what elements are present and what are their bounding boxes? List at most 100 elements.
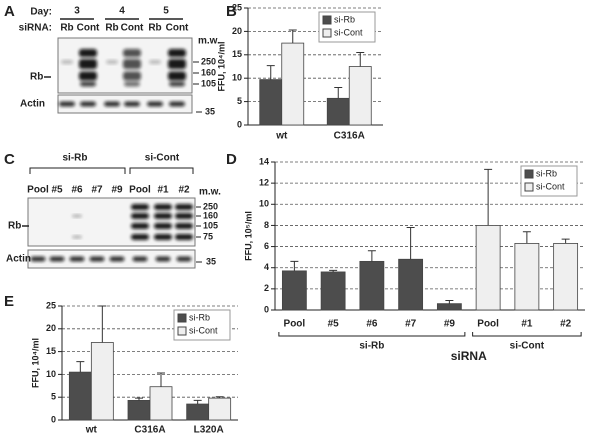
panel-label: D — [226, 151, 237, 168]
bar — [127, 399, 151, 421]
error-bar — [288, 29, 297, 44]
blot-band — [154, 213, 172, 219]
y-axis-label: FFU, 10⁵/ml — [243, 211, 253, 261]
lane-label: Cont — [77, 23, 100, 34]
mw: 35 — [205, 106, 215, 116]
blot-band — [175, 213, 193, 219]
y-tick-label: 20 — [46, 323, 56, 333]
blot-band — [169, 101, 185, 107]
sirna-label: siRNA: — [19, 23, 52, 34]
blot-band — [106, 60, 118, 64]
blot-band — [80, 101, 96, 107]
legend-swatch — [524, 169, 534, 179]
error-bar — [98, 305, 107, 343]
blot-band — [61, 60, 73, 64]
y-tick-label: 5 — [237, 96, 242, 106]
bar — [398, 258, 424, 311]
blot-band — [176, 256, 192, 262]
legend-label: si-Rb — [334, 14, 355, 24]
blot-band — [89, 256, 105, 262]
blot-band — [79, 49, 97, 57]
day: 3 — [74, 6, 80, 17]
blot-band — [104, 101, 120, 107]
day: 5 — [163, 6, 169, 17]
loading-label: Actin — [6, 254, 31, 265]
error-bar — [522, 231, 531, 244]
error-bar — [290, 260, 299, 271]
blot-band — [154, 223, 172, 229]
mw: 35 — [206, 256, 216, 266]
blot-band — [149, 60, 161, 64]
x-tick-label: #1 — [521, 319, 533, 330]
blot-band — [154, 204, 172, 210]
panel-label: E — [4, 293, 14, 310]
blot-band — [168, 49, 186, 57]
mw: 160 — [203, 210, 218, 220]
day: 4 — [119, 6, 125, 17]
lane-label: Cont — [121, 23, 144, 34]
legend-label: si-Cont — [536, 181, 565, 191]
bar — [208, 397, 232, 421]
bar — [348, 66, 372, 126]
bar — [320, 271, 346, 311]
blot-band — [147, 101, 163, 107]
blot-band — [169, 81, 185, 87]
blot-band — [80, 81, 96, 87]
lane-label: Pool — [129, 185, 151, 196]
legend-swatch — [177, 326, 187, 336]
x-tick-label: #2 — [560, 319, 572, 330]
bar — [149, 386, 173, 421]
group-bracket — [278, 332, 466, 337]
day-label: Day: — [30, 7, 52, 18]
legend-swatch — [322, 15, 332, 25]
error-bar — [334, 87, 343, 99]
legend-label: si-Cont — [334, 27, 363, 37]
lane-label: Rb — [148, 23, 161, 34]
error-bar — [356, 51, 365, 67]
blot-band — [155, 256, 171, 262]
y-tick-label: 25 — [232, 2, 242, 12]
mw-label: m.w. — [199, 187, 221, 198]
error-bar — [135, 397, 143, 401]
mw: 105 — [201, 78, 216, 88]
bar — [68, 371, 92, 421]
lane-label: Pool — [27, 185, 49, 196]
legend-swatch — [177, 313, 187, 323]
y-tick-label: 12 — [259, 178, 269, 188]
lane-label: Cont — [166, 23, 189, 34]
error-bar — [193, 399, 202, 405]
lane-label: #9 — [111, 185, 123, 196]
y-axis-label: FFU, 10⁴/ml — [216, 42, 226, 92]
mw: 105 — [203, 220, 218, 230]
bar — [436, 303, 462, 311]
bar — [281, 42, 305, 126]
y-tick-label: 10 — [232, 73, 242, 83]
bar — [186, 403, 210, 421]
blot-band — [131, 213, 149, 219]
y-tick-label: 20 — [232, 26, 242, 36]
x-tick-label: #5 — [328, 319, 340, 330]
x-tick-label: C316A — [334, 131, 365, 142]
y-tick-label: 10 — [46, 369, 56, 379]
bar — [359, 260, 385, 311]
legend-swatch — [322, 28, 332, 38]
legend-swatch — [524, 182, 534, 192]
blot-band — [131, 204, 149, 210]
panel-label: B — [226, 3, 237, 20]
error-bar — [445, 299, 454, 304]
y-tick-label: 10 — [259, 199, 269, 209]
y-tick-label: 0 — [237, 119, 242, 129]
blot-band — [123, 49, 141, 57]
error-bar — [406, 227, 415, 260]
y-tick-label: 0 — [51, 414, 56, 424]
bar — [281, 270, 307, 311]
x-tick-label: Pool — [477, 319, 499, 330]
blot-band — [69, 256, 85, 262]
group-label: si-Cont — [510, 341, 545, 352]
bar — [514, 242, 540, 311]
blot-band — [168, 71, 186, 81]
x-tick-label: L320A — [194, 425, 224, 434]
bar — [259, 79, 283, 126]
y-tick-label: 14 — [259, 156, 269, 166]
